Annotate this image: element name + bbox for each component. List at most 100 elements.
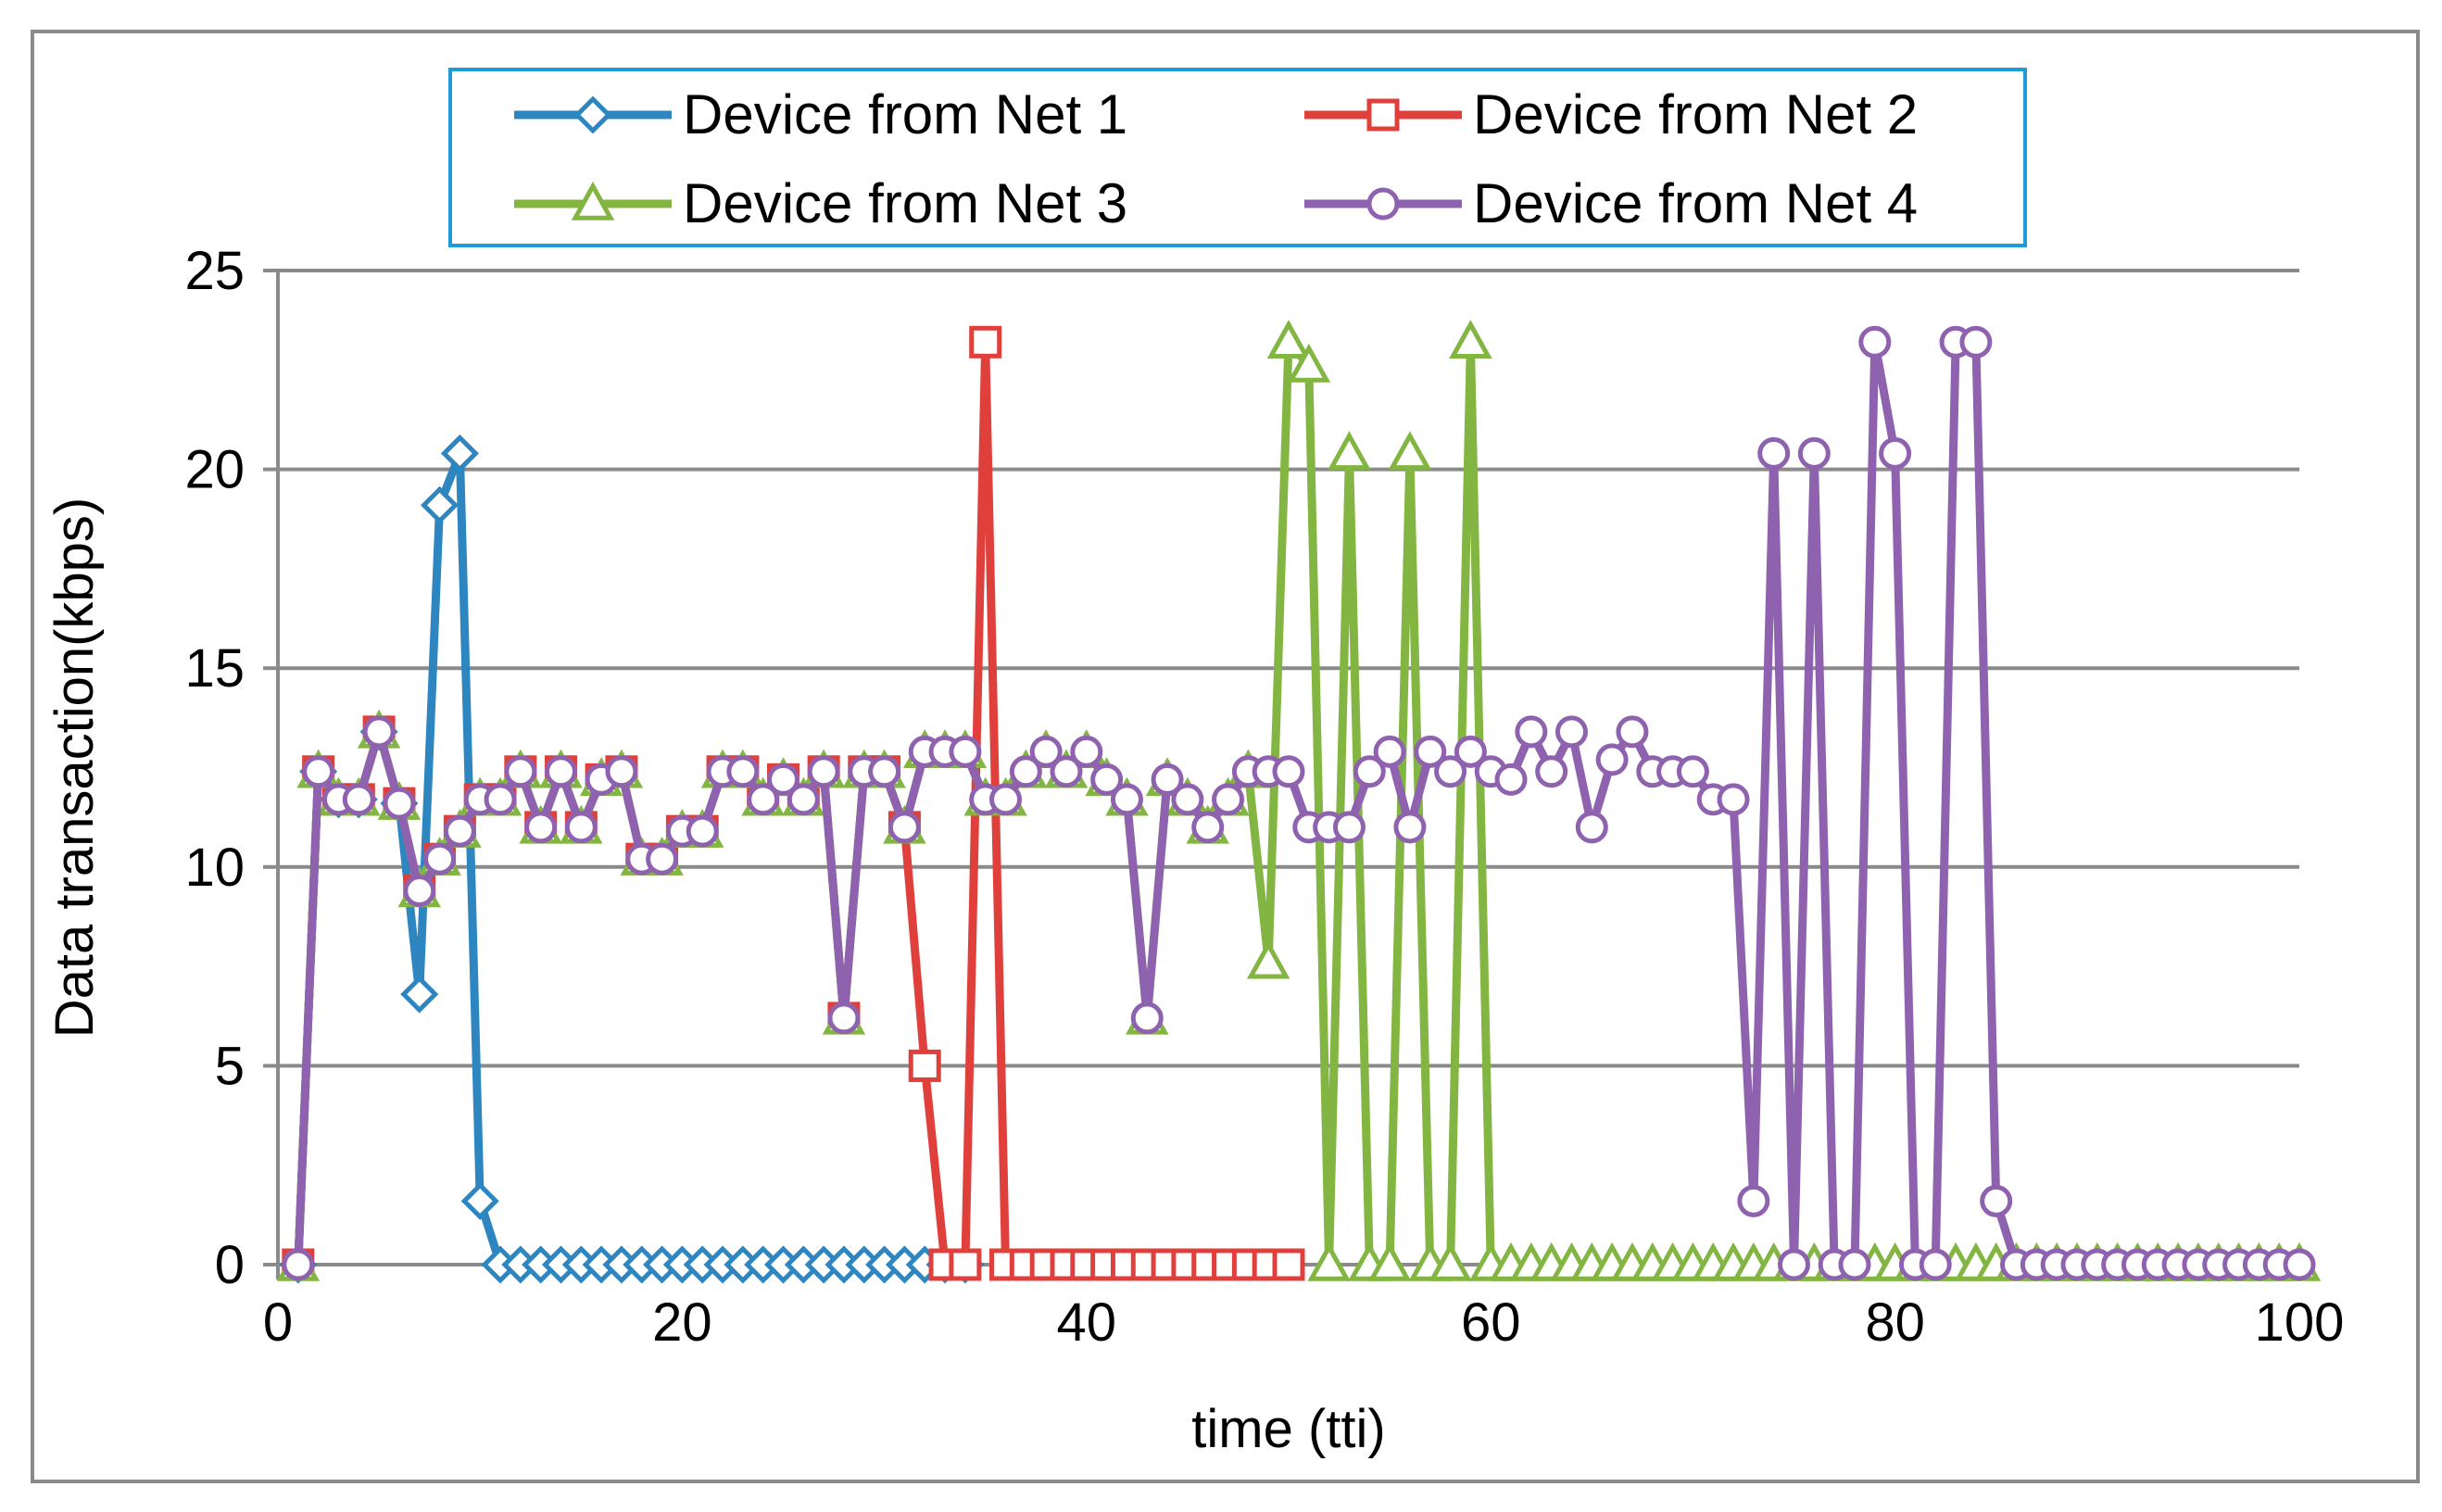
data-point: [989, 783, 1023, 816]
series-4: [282, 325, 2316, 1281]
data-point: [1595, 743, 1629, 776]
data-point: [1858, 325, 1892, 359]
data-point: [1050, 755, 1083, 788]
y-tick-label: 5: [215, 1036, 245, 1096]
data-point: [807, 755, 840, 788]
x-tick-label: 60: [1461, 1292, 1521, 1353]
legend-entry: Device from Net 1: [514, 83, 1127, 145]
data-point: [1757, 436, 1791, 470]
y-tick-label: 10: [184, 838, 245, 898]
data-point: [383, 787, 416, 820]
y-tick-label: 20: [184, 440, 245, 500]
tick-labels: 0 5 10 15 20 25 0 20 40 60 80 100: [184, 241, 2344, 1353]
data-point: [1494, 762, 1528, 796]
data-point: [1429, 1241, 1472, 1281]
data-point: [524, 811, 558, 844]
data-point: [400, 975, 439, 1014]
data-point: [949, 735, 982, 768]
y-tick-label: 15: [184, 638, 245, 699]
data-point: [1171, 783, 1204, 816]
data-point: [1272, 755, 1305, 788]
data-point: [1515, 715, 1548, 749]
data-point: [403, 875, 436, 908]
legend-marker: [1366, 187, 1400, 220]
x-tick-label: 0: [263, 1292, 293, 1353]
legend-label: Device from Net 4: [1473, 172, 1918, 234]
data-point: [440, 434, 479, 472]
legend: Device from Net 1 Device from Net 2 Device…: [448, 68, 2027, 247]
legend-entry: Device from Net 3: [514, 172, 1127, 234]
data-point: [1555, 715, 1588, 749]
y-tick-label: 25: [184, 241, 245, 301]
data-point: [1009, 755, 1042, 788]
data-point: [1090, 762, 1124, 796]
x-tick-label: 40: [1057, 1292, 1117, 1353]
data-point: [1029, 735, 1063, 768]
data-point: [686, 814, 719, 848]
data-point: [282, 1248, 315, 1281]
data-point: [1838, 1248, 1871, 1281]
data-point: [1535, 755, 1568, 788]
data-point: [1959, 325, 1993, 359]
grid-lines: [278, 269, 2299, 1068]
data-point: [1110, 783, 1143, 816]
data-point: [1353, 755, 1386, 788]
y-tick-label: 0: [215, 1235, 245, 1295]
y-axis-title: Data transaction(kbps): [44, 498, 105, 1038]
legend-entry: Device from Net 4: [1304, 172, 1918, 234]
data-point: [1676, 755, 1709, 788]
data-point: [1388, 431, 1432, 471]
data-point: [1070, 735, 1103, 768]
data-point: [1367, 1241, 1412, 1281]
data-point: [1737, 1184, 1770, 1217]
legend-marker: [571, 181, 615, 220]
data-point: [1130, 1002, 1164, 1035]
data-point: [1449, 320, 1492, 359]
data-point: [1212, 783, 1245, 816]
data-point: [605, 755, 638, 788]
data-point: [908, 1049, 941, 1082]
data-point: [1266, 320, 1311, 359]
data-point: [1151, 762, 1184, 796]
data-point: [443, 814, 476, 848]
data-point: [1287, 343, 1331, 383]
data-point: [504, 755, 537, 788]
data-point: [1797, 436, 1831, 470]
data-point: [1328, 431, 1371, 471]
x-tick-label: 80: [1865, 1292, 1925, 1353]
legend-marker: [573, 95, 612, 134]
data-point: [787, 783, 820, 816]
x-axis-title: time (tti): [1191, 1399, 1385, 1459]
data-point: [868, 755, 901, 788]
data-point: [887, 811, 921, 844]
data-point: [1778, 1248, 1810, 1281]
data-point: [1373, 735, 1406, 768]
data-point: [342, 783, 375, 816]
data-point: [1575, 811, 1608, 844]
legend-label: Device from Net 3: [683, 172, 1127, 234]
data-point: [1307, 1241, 1351, 1281]
legend-entry: Device from Net 2: [1304, 83, 1918, 145]
data-point: [362, 715, 396, 749]
data-point: [564, 811, 598, 844]
data-point: [1246, 939, 1290, 979]
data-point: [726, 755, 760, 788]
data-point: [949, 1248, 982, 1281]
legend-label: Device from Net 1: [683, 83, 1127, 145]
data-point: [767, 762, 799, 796]
legend-marker: [1366, 98, 1400, 132]
x-tick-label: 20: [652, 1292, 712, 1353]
legend-label: Device from Net 2: [1473, 83, 1918, 145]
data-point: [827, 1002, 861, 1035]
data-point: [1919, 1248, 1952, 1281]
data-point: [484, 783, 517, 816]
data-point: [421, 485, 459, 524]
data-point: [2283, 1248, 2316, 1281]
data-point: [1434, 755, 1467, 788]
data-point: [1414, 735, 1447, 768]
x-tick-label: 100: [2255, 1292, 2345, 1353]
data-point: [1879, 436, 1912, 470]
data-point: [1272, 1248, 1305, 1281]
data-point: [1616, 715, 1649, 749]
